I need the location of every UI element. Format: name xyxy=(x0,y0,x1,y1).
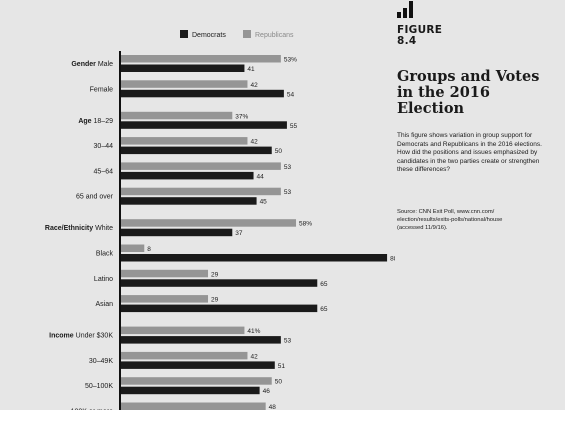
category-label: 65 and over xyxy=(76,194,114,201)
bar-republicans xyxy=(120,187,281,196)
bar-republicans xyxy=(120,244,145,252)
bar-label-republicans: 29 xyxy=(211,271,219,278)
bar-democrats xyxy=(120,304,318,313)
bar-democrats xyxy=(120,121,287,129)
bar-democrats xyxy=(120,336,281,344)
group-label: Age xyxy=(78,118,91,125)
bar-republicans xyxy=(120,402,266,410)
figure-title: Groups and Votes in the 2016 Election xyxy=(397,68,540,117)
bar-republicans xyxy=(120,162,281,170)
bar-label-republicans: 42 xyxy=(250,353,258,360)
bar-label-republicans: 42 xyxy=(250,82,258,89)
bar-democrats xyxy=(120,254,388,262)
category-label: 30–49K xyxy=(89,358,113,365)
bar-label-democrats: 65 xyxy=(320,306,328,313)
bar-label-republicans: 53% xyxy=(284,57,297,64)
bar-democrats xyxy=(120,171,254,180)
bar-label-republicans: 42 xyxy=(250,139,258,146)
bar-label-democrats: 37 xyxy=(235,230,243,237)
bar-label-democrats: 51 xyxy=(278,363,286,370)
bar-label-republicans: 50 xyxy=(275,379,283,386)
bar-label-democrats: 88 xyxy=(390,256,395,263)
bar-democrats xyxy=(120,197,257,205)
group-label: Income xyxy=(49,333,74,340)
category-name: 18–29 xyxy=(92,118,114,125)
legend-label-democrats: Democrats xyxy=(192,32,226,39)
source-line-2: election/results/exits-polls/national/ho… xyxy=(397,216,503,223)
bar-democrats xyxy=(120,386,260,395)
source-line-3: (accessed 11/9/16). xyxy=(397,224,448,231)
category-label: 100K or more xyxy=(71,409,114,411)
bar-label-democrats: 44 xyxy=(257,173,265,180)
bar-republicans xyxy=(120,295,209,303)
category-label: 45–64 xyxy=(94,168,114,175)
category-label: Female xyxy=(90,86,113,93)
source-line-1: Source: CNN Exit Poll, www.cnn.com/ xyxy=(397,209,495,215)
group-label: Gender xyxy=(71,61,96,68)
bar-democrats xyxy=(120,361,275,369)
bar-label-republicans: 37% xyxy=(235,113,248,120)
category-label: Income Under $30K xyxy=(49,333,113,340)
figure-label-number: 8.4 xyxy=(397,35,417,47)
bar-chart-icon xyxy=(397,0,419,22)
legend-label-republicans: Republicans xyxy=(255,32,294,39)
bar-label-democrats: 41 xyxy=(247,66,255,73)
bar-label-republicans: 41% xyxy=(247,328,260,335)
bar-label-republicans: 53 xyxy=(284,189,292,196)
bar-republicans xyxy=(120,111,233,120)
bar-republicans xyxy=(120,219,297,227)
figure-panel: Democrats Republicans 53% 41 Gender Male 42 54… xyxy=(0,0,565,410)
bar-republicans xyxy=(120,377,272,385)
figure-description: This figure shows variation in group sup… xyxy=(397,132,542,174)
category-label: Black xyxy=(96,251,114,258)
bar-democrats xyxy=(120,64,245,72)
bar-label-democrats: 53 xyxy=(284,338,292,345)
bar-label-democrats: 50 xyxy=(275,148,283,155)
bar-republicans xyxy=(120,351,248,360)
bar-democrats xyxy=(120,89,284,98)
bar-label-democrats: 46 xyxy=(263,388,271,395)
bar-republicans xyxy=(120,55,281,63)
bar-label-democrats: 54 xyxy=(287,91,295,98)
bar-democrats xyxy=(120,146,272,155)
bar-label-republicans: 8 xyxy=(147,246,151,253)
category-label: Latino xyxy=(94,276,113,283)
figure-source: Source: CNN Exit Poll, www.cnn.com/ elec… xyxy=(397,209,549,232)
bar-label-republicans: 53 xyxy=(284,164,292,171)
category-name: White xyxy=(93,225,113,232)
bar-chart: Democrats Republicans 53% 41 Gender Male 42 54… xyxy=(45,30,395,411)
legend-swatch-democrats xyxy=(180,30,188,38)
figure-number: FIGURE 8.4 xyxy=(397,25,442,47)
bar-republicans xyxy=(120,326,245,335)
category-label: Age 18–29 xyxy=(78,118,113,125)
figure-label-word: FIGURE xyxy=(397,24,443,36)
bar-democrats xyxy=(120,228,233,237)
group-label: Race/Ethnicity xyxy=(45,225,93,232)
category-name: Male xyxy=(96,61,113,68)
bar-republicans xyxy=(120,137,248,145)
category-label: Asian xyxy=(95,301,113,308)
bar-label-republicans: 29 xyxy=(211,297,219,304)
bar-label-democrats: 45 xyxy=(260,199,268,206)
category-label: 50–100K xyxy=(85,383,113,390)
bar-republicans xyxy=(120,80,248,88)
bar-label-republicans: 48 xyxy=(269,404,277,410)
bar-label-democrats: 55 xyxy=(290,123,298,130)
bar-label-republicans: 58% xyxy=(299,221,312,228)
bar-label-democrats: 65 xyxy=(320,281,328,288)
category-label: 30–44 xyxy=(94,143,114,150)
category-name: Under $30K xyxy=(74,333,114,340)
category-label: Gender Male xyxy=(71,61,113,68)
category-label: Race/Ethnicity White xyxy=(45,225,113,232)
bar-republicans xyxy=(120,269,209,278)
legend-swatch-republicans xyxy=(243,30,251,38)
bar-democrats xyxy=(120,279,318,287)
